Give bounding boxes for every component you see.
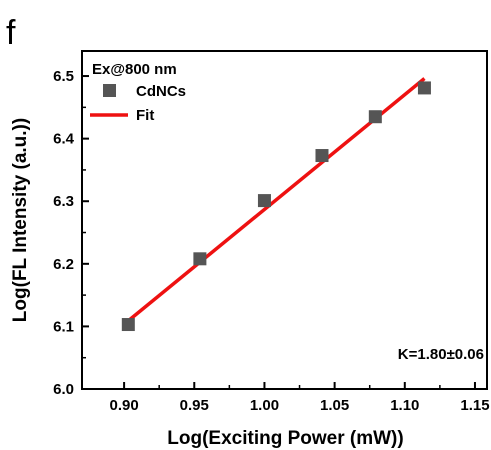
legend-label-cdncs: CdNCs [136,83,186,100]
plot-frame [81,50,488,390]
y-tick-label: 6.0 [53,381,74,398]
y-tick-label: 6.1 [53,318,74,335]
panel-label: f [6,14,16,52]
data-point [368,110,382,124]
y-tick-label: 6.4 [53,131,75,148]
x-tick-label: 1.10 [390,397,419,414]
y-tick-label: 6.3 [53,193,74,210]
points-layer [121,81,431,332]
data-point [417,81,431,95]
x-tick-label: 1.15 [460,397,489,414]
legend-label-fit: Fit [136,107,154,124]
x-tick-label: 0.95 [180,397,209,414]
y-axis-title: Log(FL Intensity (a.u.)) [10,118,31,322]
data-point [257,194,271,208]
data-point [121,318,135,332]
x-tick-label: 0.90 [110,397,139,414]
data-point [193,252,207,266]
legend: Ex@800 nm CdNCs Fit [90,61,186,124]
legend-marker-cdncs [103,84,116,97]
slope-annotation: K=1.80±0.06 [398,346,484,363]
y-axis: 6.0 6.1 6.2 6.3 6.4 6.5 [53,68,89,398]
y-tick-label: 6.2 [53,256,74,273]
legend-title: Ex@800 nm [92,61,177,78]
x-axis-title: Log(Exciting Power (mW)) [167,428,403,449]
x-axis: 0.90 0.95 1.00 1.05 1.10 1.15 [110,382,490,414]
data-point [315,149,329,163]
x-tick-label: 1.05 [320,397,349,414]
x-tick-label: 1.00 [250,397,279,414]
y-tick-label: 6.5 [53,68,74,85]
